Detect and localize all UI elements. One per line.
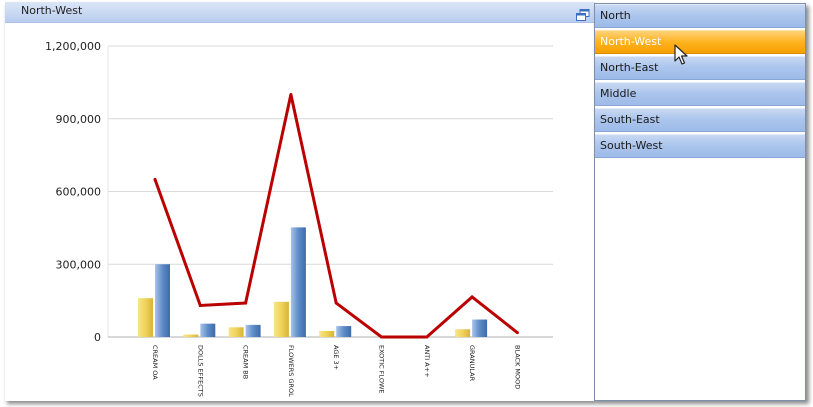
x-tick-label: CREAM OA <box>151 345 159 380</box>
line-point <box>470 295 474 299</box>
y-tick-label: 1,200,000 <box>45 40 101 53</box>
x-tick-label: ANTI A++ <box>423 345 431 378</box>
panel-title-bar: North-West <box>5 2 595 23</box>
y-tick-label: 300,000 <box>56 258 102 271</box>
line-point <box>334 301 338 305</box>
x-tick-label: FLOWERS GROL <box>287 345 295 397</box>
x-tick-label: CREAM BB <box>242 345 250 379</box>
bar-series-1 <box>228 327 244 337</box>
dropdown-item-north-east[interactable]: North-East <box>595 56 805 80</box>
y-tick-label: 900,000 <box>56 113 102 126</box>
line-point <box>425 335 429 339</box>
dropdown-item-middle[interactable]: Middle <box>595 82 805 106</box>
bar-series-1 <box>138 298 153 337</box>
line-point <box>380 335 383 339</box>
dropdown-item-south-west[interactable]: South-West <box>595 134 805 158</box>
x-tick-label: EXOTIC FLOWE <box>378 345 386 394</box>
bar-series-1 <box>455 329 471 337</box>
bar-series-2 <box>155 264 170 337</box>
bar-series-1 <box>183 334 199 337</box>
dropdown-item-north-west[interactable]: North-West <box>595 30 805 54</box>
dropdown-item-south-east[interactable]: South-East <box>595 108 805 132</box>
bar-series-2 <box>290 227 306 337</box>
combo-chart: 1,200,000 900,000 600,000 300,000 0 CREAM OA D… <box>45 40 553 397</box>
bar-series-1 <box>273 301 289 337</box>
line-series <box>153 94 519 339</box>
dropdown-item-north[interactable]: North <box>595 4 805 28</box>
bar-series-2 <box>472 319 488 337</box>
line-point <box>198 303 202 307</box>
chart-panel: North-West 1,200,000 900,000 600,000 300,00… <box>5 2 595 401</box>
bar-series-2 <box>336 326 352 337</box>
maximize-icon[interactable] <box>576 6 590 21</box>
line-point <box>289 93 293 96</box>
bar-series-2 <box>245 324 261 337</box>
x-tick-label: BLACK MOOD <box>513 345 521 389</box>
region-dropdown-list[interactable]: North North-West North-East Middle South-Eas… <box>594 3 806 401</box>
x-tick-label: AGE 3+ <box>332 345 340 370</box>
line-point <box>515 331 519 335</box>
x-tick-label: DOLLS EFFECTS <box>196 345 204 397</box>
y-tick-label: 600,000 <box>56 186 102 199</box>
line-point <box>244 301 248 305</box>
bar-series-1 <box>319 330 335 337</box>
panel-title: North-West <box>21 4 83 17</box>
line-point <box>153 177 157 181</box>
y-tick-label: 0 <box>94 331 101 344</box>
bar-series-2 <box>200 323 216 337</box>
x-tick-label: GRANULAR <box>468 345 476 382</box>
